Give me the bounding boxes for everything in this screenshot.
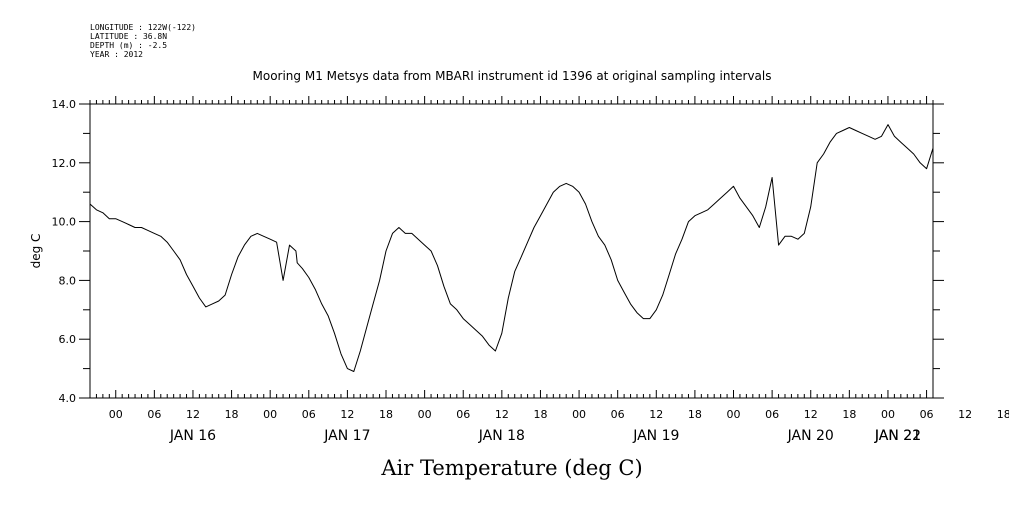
x-hour-label: 18 xyxy=(688,408,702,421)
x-hour-label: 12 xyxy=(495,408,509,421)
x-hour-label: 18 xyxy=(533,408,547,421)
header-line: DEPTH (m) : -2.5 xyxy=(90,41,167,50)
x-day-label: JAN 16 xyxy=(169,428,216,444)
x-hour-label: 00 xyxy=(109,408,123,421)
x-day-label: JAN 21 xyxy=(874,428,921,444)
x-hour-label: 00 xyxy=(572,408,586,421)
plot-frame xyxy=(89,103,934,399)
x-day-label: JAN 20 xyxy=(787,428,834,444)
x-day-label: JAN 17 xyxy=(323,428,370,444)
y-tick-label: 6.0 xyxy=(59,333,77,346)
x-hour-label: 06 xyxy=(611,408,625,421)
x-hour-label: 12 xyxy=(958,408,972,421)
x-hour-label: 06 xyxy=(302,408,316,421)
x-day-label: JAN 22 xyxy=(874,428,921,444)
y-tick-label: 4.0 xyxy=(59,392,77,405)
x-hour-label: 06 xyxy=(920,408,934,421)
x-hour-label: 12 xyxy=(649,408,663,421)
x-hour-label: 00 xyxy=(263,408,277,421)
header-line: YEAR : 2012 xyxy=(90,50,143,59)
y-axis: 4.0 6.0 8.0 10.0 12.0 14.0 xyxy=(52,98,944,405)
chart-title: Mooring M1 Metsys data from MBARI instru… xyxy=(253,69,772,83)
x-hour-label: 12 xyxy=(340,408,354,421)
series-line xyxy=(89,124,934,372)
x-hour-label: 12 xyxy=(186,408,200,421)
x-axis: 00 06 12 18 00 06 12 18 00 06 12 18 00 06 12 18 00 06 12 18… xyxy=(89,96,1009,444)
x-hour-label: 06 xyxy=(456,408,470,421)
header-line: LONGITUDE : 122W(-122) xyxy=(90,23,196,32)
x-hour-label: 18 xyxy=(842,408,856,421)
x-hour-label: 18 xyxy=(997,408,1009,421)
y-tick-label: 14.0 xyxy=(52,98,77,111)
header-line: LATITUDE : 36.8N xyxy=(90,32,167,41)
location-header: LONGITUDE : 122W(-122)LATITUDE : 36.8NDE… xyxy=(90,23,196,59)
y-axis-label: deg C xyxy=(29,234,43,269)
x-hour-label: 18 xyxy=(225,408,239,421)
x-hour-label: 00 xyxy=(727,408,741,421)
y-tick-label: 12.0 xyxy=(52,157,77,170)
x-hour-label: 12 xyxy=(804,408,818,421)
series-layer xyxy=(89,124,934,372)
x-hour-label: 06 xyxy=(765,408,779,421)
x-hour-label: 00 xyxy=(418,408,432,421)
x-axis-label: Air Temperature (deg C) xyxy=(380,456,642,480)
x-day-label: JAN 19 xyxy=(632,428,679,444)
x-hour-label: 18 xyxy=(379,408,393,421)
y-tick-label: 10.0 xyxy=(52,216,77,229)
x-day-label: JAN 18 xyxy=(478,428,525,444)
x-hour-label: 00 xyxy=(881,408,895,421)
x-hour-label: 06 xyxy=(147,408,161,421)
y-tick-label: 8.0 xyxy=(59,274,77,287)
